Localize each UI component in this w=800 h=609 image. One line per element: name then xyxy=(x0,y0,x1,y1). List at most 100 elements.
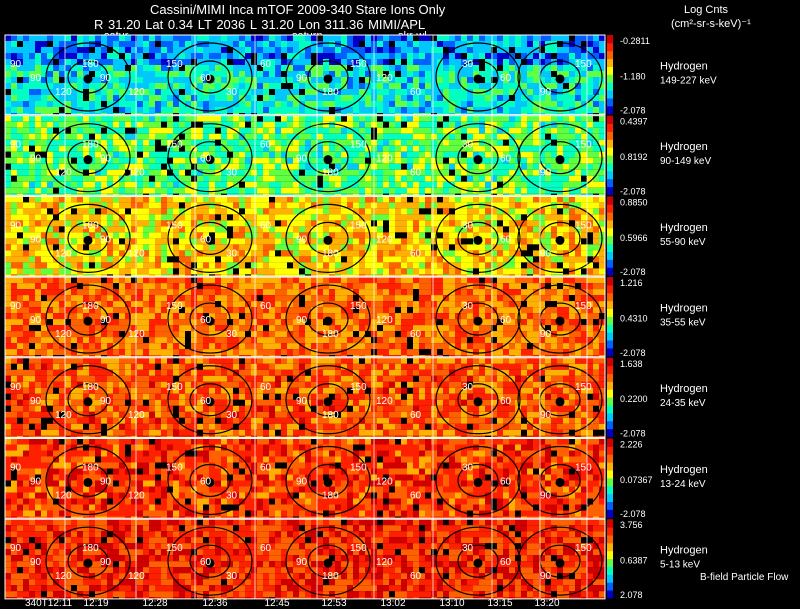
contour-label: 90 xyxy=(540,571,552,582)
contour-label: 60 xyxy=(500,396,512,407)
contour-label: 90 xyxy=(100,396,112,407)
contour-label: 150 xyxy=(575,59,592,70)
contour-inner-ring-b-3 xyxy=(189,221,231,255)
contour-label: 120 xyxy=(376,315,393,326)
contour-inner-ring-b-5 xyxy=(189,383,231,417)
colorbar-max-label: 0.8850 xyxy=(620,197,648,207)
contour-label: 30 xyxy=(462,543,474,554)
field-direction-dot-3 xyxy=(323,235,333,245)
contour-ring-a-6 xyxy=(45,445,131,516)
contour-label: 60 xyxy=(410,87,422,98)
contour-label: 90 xyxy=(10,462,22,473)
contour-inner-ring-a-4 xyxy=(67,302,109,336)
band-energy-label: 55-90 keV xyxy=(660,237,706,248)
contour-label: 90 xyxy=(100,234,112,245)
contour-label: 60 xyxy=(410,571,422,582)
colorbar-min-label: -2.078 xyxy=(620,267,646,277)
band-frame-3 xyxy=(4,195,606,277)
contour-label: 90 xyxy=(296,315,308,326)
contour-label: 150 xyxy=(166,301,183,312)
contour-ring-c-6 xyxy=(285,445,371,516)
colorbar-4 xyxy=(607,277,613,357)
contour-ring-b-2 xyxy=(167,123,253,193)
contour-label: 120 xyxy=(376,154,393,165)
field-direction-dot-7 xyxy=(83,558,93,568)
contour-inner-ring-b-7 xyxy=(189,544,231,578)
contour-label: 150 xyxy=(166,140,183,151)
contour-label: 150 xyxy=(575,140,592,151)
contour-label: 60 xyxy=(410,329,422,340)
colorbar-mid-label: 0.5966 xyxy=(620,233,648,243)
contour-inner-ring-b-4 xyxy=(189,302,231,336)
contour-label: 180 xyxy=(322,87,339,98)
contour-label: 90 xyxy=(540,329,552,340)
contour-label: 180 xyxy=(82,462,99,473)
x-tick-label: 12:19 xyxy=(83,598,108,609)
x-tick-label: 13:20 xyxy=(534,598,559,609)
field-direction-dot-4 xyxy=(205,316,215,326)
contour-label: 60 xyxy=(260,59,272,70)
contour-label: 120 xyxy=(376,234,393,245)
contour-label: 120 xyxy=(376,476,393,487)
field-direction-dot-6 xyxy=(205,477,215,487)
ephemeris-line: R 31.20 Lat 0.34 LT 2036 L 31.20 Lon 311… xyxy=(94,17,426,32)
contour-ring-a-1 xyxy=(45,42,131,112)
band-species-label: Hydrogen xyxy=(660,141,708,153)
contour-label: 120 xyxy=(128,168,145,179)
contour-ring-b-5 xyxy=(167,365,253,435)
colorbar-max-label: 2.226 xyxy=(620,440,643,450)
contour-label: 150 xyxy=(166,543,183,554)
band-energy-label: 35-55 keV xyxy=(660,317,706,328)
contour-label: 90 xyxy=(540,410,552,421)
contour-label: 90 xyxy=(30,315,42,326)
contour-inner-ring-c-3 xyxy=(307,221,349,255)
contour-label: 120 xyxy=(55,87,72,98)
contour-inner-ring-a-3 xyxy=(67,221,109,255)
x-tick-label: 13:15 xyxy=(487,598,512,609)
contour-label: 90 xyxy=(10,140,22,151)
contour-label: 150 xyxy=(166,59,183,70)
contour-label: 60 xyxy=(200,234,212,245)
field-direction-dot-1 xyxy=(555,74,565,84)
contour-label: 90 xyxy=(296,154,308,165)
contour-ring-d-5 xyxy=(435,365,521,435)
field-direction-dot-7 xyxy=(205,558,215,568)
colorbar-mid-label: 0.8192 xyxy=(620,152,648,162)
contour-label: 180 xyxy=(82,59,99,70)
contour-label: 180 xyxy=(322,168,339,179)
contour-label: 180 xyxy=(82,140,99,151)
contour-label: 60 xyxy=(260,301,272,312)
contour-label: 150 xyxy=(575,382,592,393)
contour-ring-b-4 xyxy=(167,284,253,354)
field-direction-dot-5 xyxy=(473,397,483,407)
contour-label: 120 xyxy=(55,248,72,259)
field-direction-dot-7 xyxy=(555,558,565,568)
contour-label: 30 xyxy=(226,490,238,501)
contour-inner-ring-a-1 xyxy=(67,60,109,94)
contour-inner-ring-d-6 xyxy=(457,463,499,498)
field-direction-dot-1 xyxy=(473,74,483,84)
field-direction-dot-3 xyxy=(83,235,93,245)
contour-label: 180 xyxy=(82,543,99,554)
heatmap-band-2 xyxy=(5,115,605,196)
contour-label: 90 xyxy=(30,73,42,84)
band-energy-label: 13-24 keV xyxy=(660,479,706,490)
x-tick-label: 13:10 xyxy=(439,598,464,609)
contour-label: 90 xyxy=(296,476,308,487)
field-direction-dot-7 xyxy=(323,558,333,568)
contour-label: 90 xyxy=(10,220,22,231)
band-species-label: Hydrogen xyxy=(660,383,708,395)
contour-ring-a-2 xyxy=(45,123,131,193)
band-species-label: Hydrogen xyxy=(660,222,708,234)
colorbar-units-line1: Log Cnts xyxy=(684,4,729,16)
contour-label: 120 xyxy=(55,571,72,582)
contour-label: 30 xyxy=(462,382,474,393)
contour-inner-ring-c-4 xyxy=(307,302,349,336)
contour-label: 90 xyxy=(30,557,42,568)
contour-label: 60 xyxy=(410,490,422,501)
contour-label: 120 xyxy=(376,557,393,568)
contour-inner-ring-c-2 xyxy=(307,141,349,175)
band-energy-label: 149-227 keV xyxy=(660,75,717,86)
contour-label: 60 xyxy=(260,462,272,473)
